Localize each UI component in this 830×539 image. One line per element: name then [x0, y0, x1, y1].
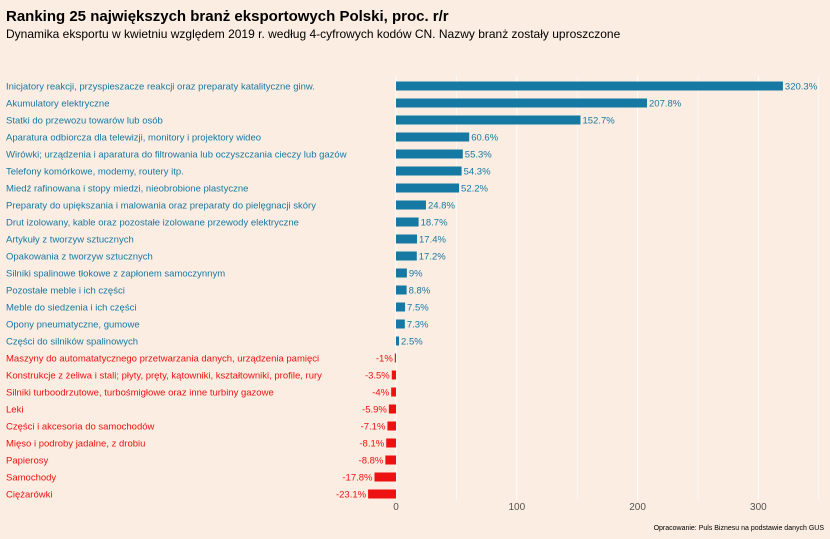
x-tick-label: 300	[750, 502, 767, 513]
category-label: Opony pneumatyczne, gumowe	[6, 320, 140, 331]
category-label: Pozostałe meble i ich części	[6, 286, 125, 297]
value-label: 60.6%	[471, 133, 498, 144]
bar	[396, 166, 462, 176]
value-label: 55.3%	[465, 150, 492, 161]
x-tick-label: 100	[508, 502, 525, 513]
bar	[396, 319, 405, 329]
category-label: Preparaty do upiększania i malowania ora…	[6, 201, 316, 212]
bar	[396, 98, 648, 108]
category-label: Ciężarówki	[6, 490, 52, 501]
value-label: 8.8%	[409, 286, 431, 297]
bar	[368, 489, 396, 499]
bar	[396, 200, 426, 210]
category-label: Silniki turboodrzutowe, turbośmigłowe or…	[6, 388, 274, 399]
bar	[396, 234, 418, 244]
value-label: -8.1%	[359, 439, 384, 450]
bar	[396, 302, 406, 312]
category-label: Akumulatory elektryczne	[6, 99, 109, 110]
bar	[385, 455, 396, 465]
category-label: Telefony komórkowe, modemy, routery itp.	[6, 167, 184, 178]
bar	[396, 285, 407, 295]
value-label: 17.2%	[419, 252, 446, 263]
bar	[388, 404, 396, 414]
bar	[396, 183, 460, 193]
value-label: 17.4%	[419, 235, 446, 246]
value-label: 24.8%	[428, 201, 455, 212]
bar	[396, 217, 419, 227]
category-label: Leki	[6, 405, 23, 416]
category-label: Części do silników spalinowych	[6, 337, 138, 348]
bar	[396, 115, 581, 125]
category-label: Konstrukcje z żeliwa i stali; płyty, prę…	[6, 371, 322, 382]
value-label: 2.5%	[401, 337, 423, 348]
bar	[387, 421, 396, 431]
bar	[391, 370, 396, 380]
category-label: Opakowania z tworzyw sztucznych	[6, 252, 153, 263]
bar	[396, 336, 400, 346]
category-label: Inicjatory reakcji, przyspieszacze reakc…	[6, 82, 315, 93]
category-label: Samochody	[6, 473, 56, 484]
category-label: Wirówki; urządzenia i aparatura do filtr…	[6, 150, 347, 161]
bar	[396, 251, 417, 261]
category-label: Drut izolowany, kable oraz pozostałe izo…	[6, 218, 299, 229]
source-caption: Opracowanie: Puls Biznesu na podstawie d…	[653, 525, 824, 532]
value-label: -5.9%	[362, 405, 387, 416]
bar	[396, 149, 463, 159]
value-label: -7.1%	[361, 422, 386, 433]
chart-subtitle: Dynamika eksportu w kwietniu względem 20…	[6, 27, 621, 41]
bar	[396, 132, 470, 142]
chart-title: Ranking 25 największych branż eksportowy…	[6, 8, 449, 25]
category-label: Silniki spalinowe tłokowe z zapłonem sam…	[6, 269, 225, 280]
value-label: 52.2%	[461, 184, 488, 195]
bar	[396, 81, 783, 91]
category-label: Artykuły z tworzyw sztucznych	[6, 235, 134, 246]
bar	[386, 438, 396, 448]
value-label: 207.8%	[649, 99, 682, 110]
value-label: -17.8%	[342, 473, 373, 484]
value-label: -4%	[372, 388, 389, 399]
value-label: 54.3%	[464, 167, 491, 178]
bar	[394, 353, 396, 363]
category-label: Miedź rafinowana i stopy miedzi, nieobro…	[6, 184, 248, 195]
category-label: Papierosy	[6, 456, 48, 467]
value-label: 152.7%	[582, 116, 615, 127]
category-label: Części i akcesoria do samochodów	[6, 422, 155, 433]
category-label: Mięso i podroby jadalne, z drobiu	[6, 439, 145, 450]
category-label: Meble do siedzenia i ich części	[6, 303, 136, 314]
value-label: 9%	[409, 269, 423, 280]
category-label: Statki do przewozu towarów lub osób	[6, 116, 163, 127]
value-label: 7.3%	[407, 320, 429, 331]
x-tick-label: 0	[393, 502, 399, 513]
bar	[374, 472, 396, 482]
value-label: -8.8%	[359, 456, 384, 467]
bar	[391, 387, 396, 397]
value-label: 7.5%	[407, 303, 429, 314]
category-label: Aparatura odbiorcza dla telewizji, monit…	[6, 133, 261, 144]
value-label: 320.3%	[785, 82, 818, 93]
value-label: -3.5%	[365, 371, 390, 382]
value-label: 18.7%	[421, 218, 448, 229]
x-tick-label: 200	[629, 502, 646, 513]
value-label: -23.1%	[336, 490, 367, 501]
category-label: Maszyny do automatatycznego przetwarzani…	[6, 354, 319, 365]
value-label: -1%	[376, 354, 393, 365]
bar	[396, 268, 407, 278]
